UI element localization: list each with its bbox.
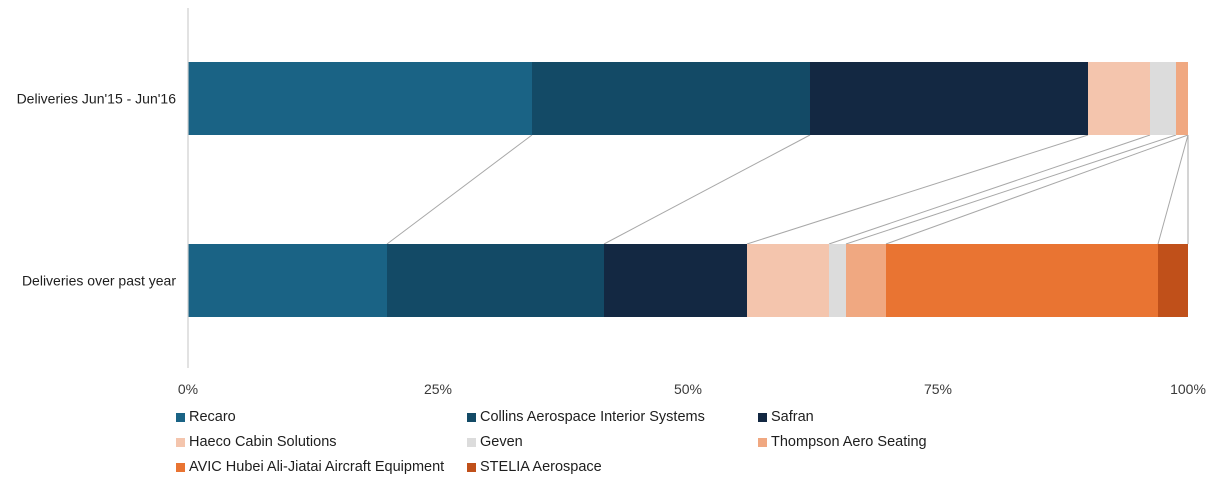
connector-lines xyxy=(386,134,1189,245)
x-tick-label: 75% xyxy=(924,381,952,397)
legend-item: Safran xyxy=(758,409,814,425)
legend-swatch xyxy=(758,437,767,447)
legend-label: STELIA Aerospace xyxy=(480,459,602,475)
x-tick-label: 0% xyxy=(178,381,198,397)
bar-segment xyxy=(1158,244,1188,317)
connector-line xyxy=(386,134,533,245)
connector-line xyxy=(828,134,1151,245)
bar-segment xyxy=(846,244,886,317)
bar-segment xyxy=(188,244,387,317)
legend-swatch xyxy=(176,462,185,472)
connector-line xyxy=(1157,134,1189,245)
legend-label: Recaro xyxy=(189,409,236,425)
connector-line xyxy=(845,134,1177,245)
connector-line xyxy=(603,134,811,245)
legend-label: Collins Aerospace Interior Systems xyxy=(480,409,705,425)
legend-item: STELIA Aerospace xyxy=(467,459,602,475)
bar-segment xyxy=(810,62,1088,135)
legend-item: Geven xyxy=(467,434,523,450)
bar-segment xyxy=(747,244,829,317)
bar-segment xyxy=(188,62,532,135)
legend-swatch xyxy=(176,437,185,447)
legend-item: Collins Aerospace Interior Systems xyxy=(467,409,705,425)
legend-swatch xyxy=(467,462,476,472)
legend-swatch xyxy=(758,412,767,422)
legend-label: AVIC Hubei Ali-Jiatai Aircraft Equipment xyxy=(189,459,445,475)
legend-item: Thompson Aero Seating xyxy=(758,434,927,450)
legend-label: Thompson Aero Seating xyxy=(771,434,927,450)
x-tick-label: 100% xyxy=(1170,381,1206,397)
legend-label: Geven xyxy=(480,434,523,450)
legend-label: Haeco Cabin Solutions xyxy=(189,434,337,450)
legend-label: Safran xyxy=(771,409,814,425)
bar-segment xyxy=(1150,62,1176,135)
bar-segment xyxy=(829,244,846,317)
bar-segments xyxy=(188,62,1188,317)
bar-segment xyxy=(1176,62,1188,135)
category-labels: Deliveries Jun'15 - Jun'16 Deliveries ove… xyxy=(17,91,177,289)
category-label: Deliveries Jun'15 - Jun'16 xyxy=(17,91,177,107)
x-tick-label: 50% xyxy=(674,381,702,397)
legend-swatch xyxy=(467,437,476,447)
category-label: Deliveries over past year xyxy=(22,273,176,289)
legend-item: Recaro xyxy=(176,409,236,425)
legend-item: AVIC Hubei Ali-Jiatai Aircraft Equipment xyxy=(176,459,444,475)
legend-swatch xyxy=(176,412,185,422)
x-tick-labels: 0% 25% 50% 75% 100% xyxy=(178,381,1206,397)
legend-item: Haeco Cabin Solutions xyxy=(176,434,337,450)
bar-segment xyxy=(387,244,604,317)
legend-swatch xyxy=(467,412,476,422)
x-tick-label: 25% xyxy=(424,381,452,397)
bar-segment xyxy=(532,62,810,135)
stacked-bar-chart: Deliveries Jun'15 - Jun'16 Deliveries ove… xyxy=(17,8,1206,397)
connector-line xyxy=(746,134,1089,245)
connector-line xyxy=(885,134,1189,245)
bar-segment xyxy=(1088,62,1150,135)
bar-segment xyxy=(604,244,747,317)
bar-segment xyxy=(886,244,1158,317)
